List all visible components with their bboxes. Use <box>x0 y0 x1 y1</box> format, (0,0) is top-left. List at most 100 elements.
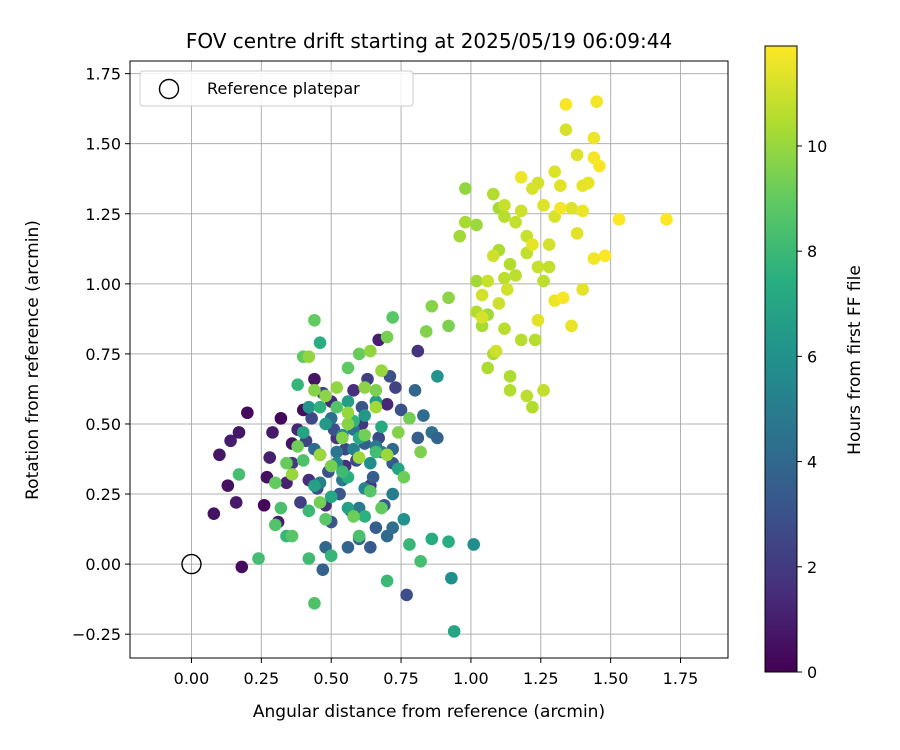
data-point <box>389 381 402 394</box>
data-point <box>380 448 394 462</box>
data-point <box>526 238 539 251</box>
data-point <box>352 347 366 361</box>
data-point <box>308 313 321 327</box>
data-point <box>319 389 332 403</box>
y-axis-label: Rotation from reference (arcmin) <box>23 220 43 500</box>
data-point <box>302 350 316 363</box>
data-point <box>296 454 310 467</box>
data-point <box>565 319 578 333</box>
y-tick-label: 1.50 <box>85 135 121 154</box>
data-point <box>411 431 425 445</box>
data-point <box>498 199 511 212</box>
data-point <box>514 204 528 218</box>
x-tick-label: 1.75 <box>663 669 699 688</box>
data-point <box>380 330 394 344</box>
data-point <box>347 510 360 523</box>
data-point <box>526 400 539 414</box>
data-point <box>590 95 603 108</box>
data-point <box>520 389 534 403</box>
data-point <box>380 398 394 411</box>
colorbar-tick-label: 10 <box>807 137 827 156</box>
data-point <box>414 555 427 568</box>
data-point <box>316 563 330 577</box>
data-point <box>470 218 483 232</box>
data-point <box>302 400 316 414</box>
y-tick-label: 0.50 <box>85 415 121 434</box>
data-point <box>554 179 567 193</box>
data-point <box>319 417 332 431</box>
data-point <box>445 571 458 585</box>
data-point <box>419 325 433 338</box>
data-point <box>375 501 388 515</box>
data-point <box>330 400 344 414</box>
data-point <box>411 344 425 358</box>
data-point <box>341 395 355 408</box>
data-point <box>503 384 517 397</box>
data-point <box>229 496 243 509</box>
data-point <box>358 409 372 422</box>
data-point <box>263 451 277 464</box>
data-point <box>565 201 578 215</box>
data-point <box>366 470 380 484</box>
data-point <box>232 426 246 439</box>
data-point <box>587 252 601 265</box>
data-point <box>537 384 550 397</box>
data-point <box>570 227 584 240</box>
legend-entry-reference: Reference platepar <box>207 79 360 98</box>
data-point <box>498 322 511 335</box>
data-point <box>559 123 573 136</box>
plot-frame <box>129 60 729 659</box>
data-point <box>358 510 372 523</box>
data-point <box>481 361 494 375</box>
data-point <box>380 574 394 588</box>
data-point <box>509 215 522 229</box>
data-point <box>531 313 545 327</box>
data-point <box>492 297 506 310</box>
data-point <box>274 412 288 425</box>
data-point <box>294 496 307 509</box>
y-tick-label: 0.25 <box>85 485 121 504</box>
y-tick-label: −0.25 <box>72 625 121 644</box>
data-point <box>400 588 413 602</box>
data-point <box>352 451 366 464</box>
colorbar-tick-label: 6 <box>807 347 817 366</box>
x-tick-label: 0.50 <box>313 669 349 688</box>
data-point <box>324 549 338 562</box>
data-point <box>308 384 321 397</box>
data-point <box>500 283 514 296</box>
data-point <box>514 171 528 184</box>
data-point <box>453 229 467 243</box>
data-point <box>442 291 455 305</box>
data-point <box>447 625 461 638</box>
data-point <box>537 199 550 212</box>
data-point <box>556 291 570 305</box>
data-point <box>313 496 327 509</box>
data-point <box>475 288 489 302</box>
data-point <box>241 406 254 420</box>
data-point <box>313 448 327 462</box>
x-tick-label: 0.75 <box>383 669 419 688</box>
data-point <box>576 204 589 218</box>
data-point <box>308 479 321 492</box>
reference-platepar-marker <box>181 553 202 575</box>
data-point <box>470 274 483 288</box>
data-point <box>302 552 316 565</box>
colorbar <box>764 45 798 673</box>
data-point <box>414 445 427 459</box>
data-point <box>542 260 556 274</box>
data-point <box>221 479 235 492</box>
data-point <box>305 412 318 425</box>
data-point <box>576 283 589 296</box>
data-point <box>232 468 246 481</box>
x-tick-label: 1.00 <box>453 669 489 688</box>
data-point <box>486 187 500 201</box>
data-point <box>397 512 411 526</box>
x-axis-ticks: 0.00 0.25 0.50 0.75 1.00 1.25 1.50 1.75 <box>174 658 699 688</box>
data-point <box>369 445 383 459</box>
data-point <box>358 381 372 394</box>
colorbar-ticks: 0 2 4 6 8 10 <box>797 137 827 682</box>
data-point <box>358 428 372 442</box>
data-point <box>269 476 282 490</box>
data-point <box>459 215 472 229</box>
colorbar-tick-label: 8 <box>807 242 817 261</box>
